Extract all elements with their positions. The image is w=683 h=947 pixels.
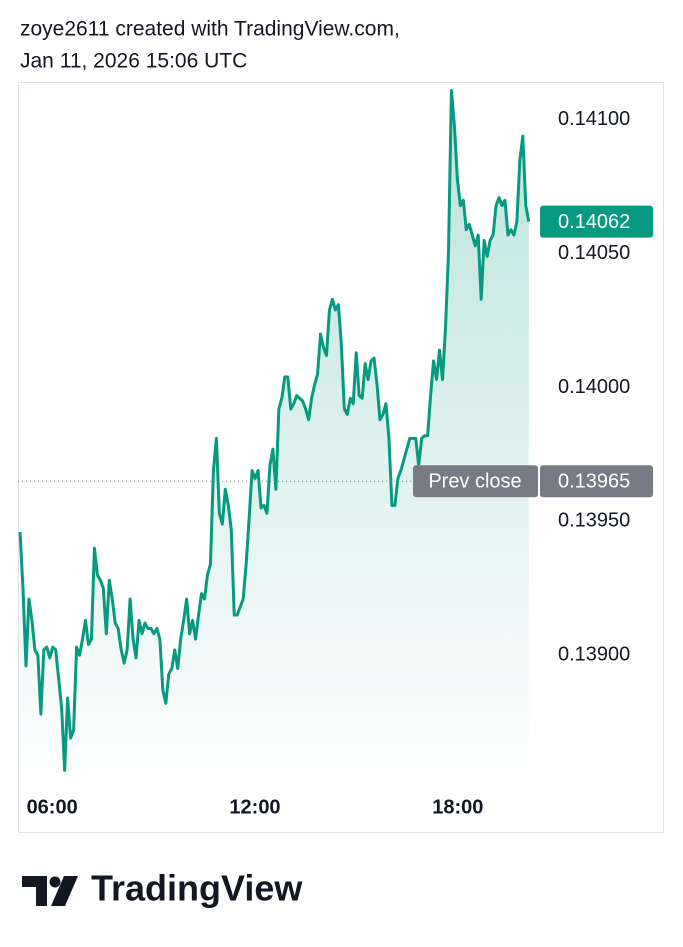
- last-price-label: 0.14062: [558, 211, 630, 233]
- y-tick-label: 0.14000: [558, 376, 630, 398]
- price-line: [18, 89, 531, 772]
- prev-close-value: 0.13965: [558, 471, 630, 493]
- brand-logo: [22, 876, 78, 906]
- last-price-box: [540, 205, 653, 238]
- y-tick-label: 0.14100: [558, 108, 630, 130]
- brand-name: TradingView: [91, 868, 303, 909]
- prev-close-value-box: [540, 465, 653, 498]
- y-tick-label: 0.13900: [558, 643, 630, 665]
- y-tick-label: 0.14050: [558, 242, 630, 264]
- x-tick-label: 18:00: [432, 796, 483, 818]
- prev-close-label: Prev close: [428, 471, 521, 493]
- area: [20, 90, 529, 789]
- x-tick-label: 12:00: [229, 796, 280, 818]
- y-tick-label: 0.13950: [558, 510, 630, 532]
- header-line: zoye2611 created with TradingView.com,: [20, 18, 400, 41]
- prev-close-box: [413, 465, 538, 498]
- x-tick-label: 06:00: [27, 796, 78, 818]
- chart-frame: [18, 82, 664, 833]
- header-date: Jan 11, 2026 15:06 UTC: [20, 50, 247, 73]
